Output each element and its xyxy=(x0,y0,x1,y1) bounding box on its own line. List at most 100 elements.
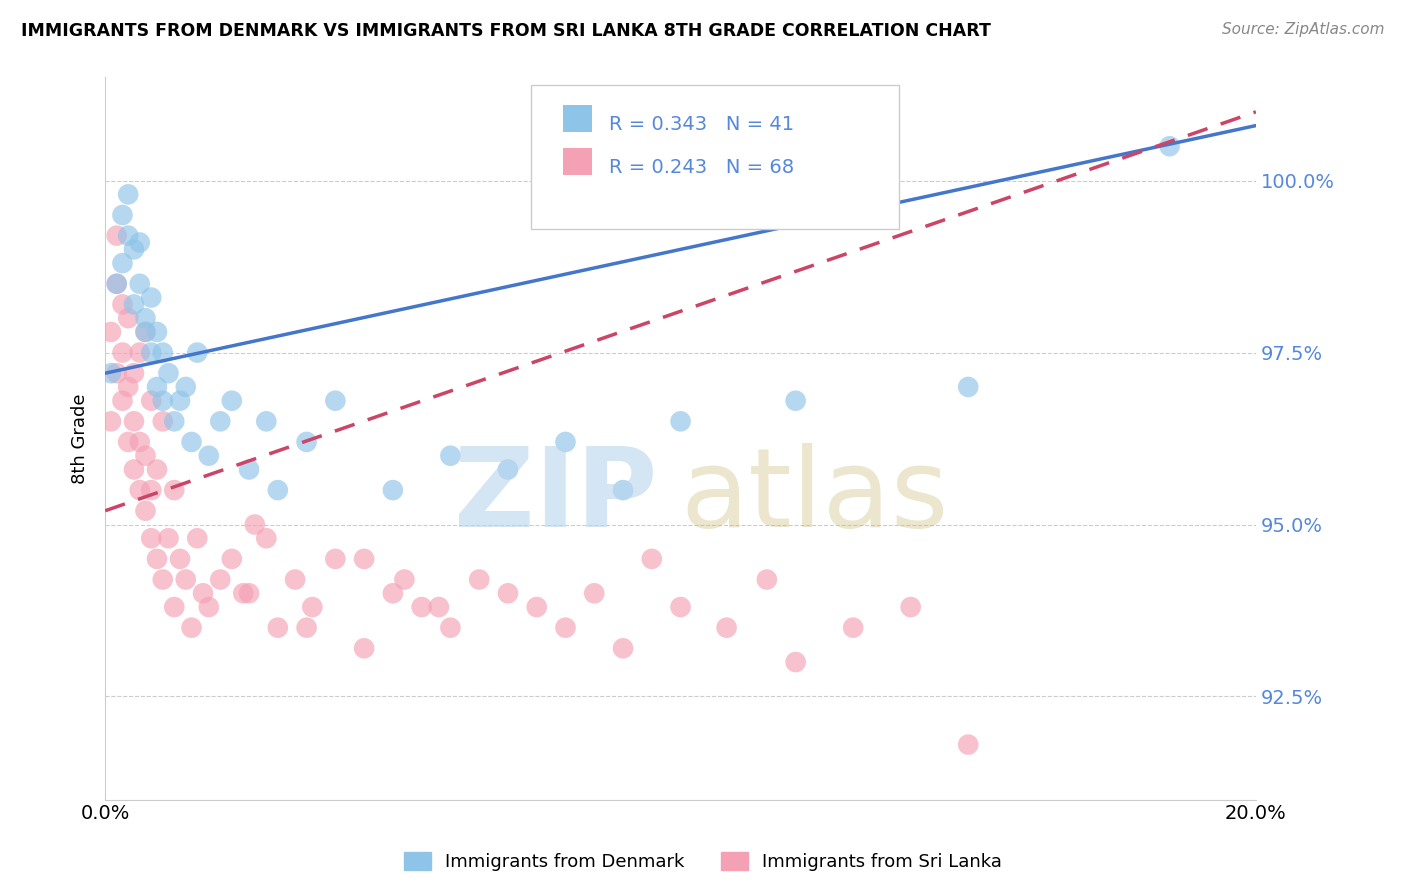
Point xyxy=(146,325,169,339)
Point xyxy=(128,345,150,359)
FancyBboxPatch shape xyxy=(564,148,592,175)
Point xyxy=(785,655,807,669)
Point xyxy=(122,462,145,476)
Point xyxy=(141,483,163,497)
Point xyxy=(439,621,461,635)
Point xyxy=(353,552,375,566)
Point xyxy=(186,531,208,545)
Point xyxy=(612,641,634,656)
Point xyxy=(209,573,232,587)
Point xyxy=(134,504,156,518)
Point xyxy=(301,600,323,615)
Point xyxy=(152,345,174,359)
Point xyxy=(496,462,519,476)
Point xyxy=(169,393,191,408)
Point xyxy=(117,311,139,326)
Text: Source: ZipAtlas.com: Source: ZipAtlas.com xyxy=(1222,22,1385,37)
Point xyxy=(191,586,214,600)
Point xyxy=(128,235,150,250)
Point xyxy=(163,600,186,615)
Point xyxy=(295,621,318,635)
Text: ZIP: ZIP xyxy=(454,442,658,549)
Point xyxy=(238,462,260,476)
Point xyxy=(232,586,254,600)
Point xyxy=(496,586,519,600)
Point xyxy=(254,531,277,545)
Point xyxy=(122,414,145,428)
Point xyxy=(122,297,145,311)
Point xyxy=(254,414,277,428)
Point xyxy=(325,393,347,408)
FancyBboxPatch shape xyxy=(564,104,592,132)
Point xyxy=(152,414,174,428)
Point xyxy=(554,621,576,635)
Point xyxy=(111,256,134,270)
Point xyxy=(221,552,243,566)
Point xyxy=(117,434,139,449)
Point xyxy=(427,600,450,615)
Point xyxy=(111,345,134,359)
Point xyxy=(105,366,128,380)
Point xyxy=(128,277,150,291)
Point xyxy=(186,345,208,359)
Point xyxy=(122,243,145,257)
Point xyxy=(111,297,134,311)
Point xyxy=(141,345,163,359)
Point xyxy=(755,573,778,587)
Point xyxy=(583,586,606,600)
Text: R = 0.343   N = 41: R = 0.343 N = 41 xyxy=(609,115,794,134)
Text: atlas: atlas xyxy=(681,442,949,549)
Point xyxy=(128,483,150,497)
Point xyxy=(117,380,139,394)
Text: R = 0.243   N = 68: R = 0.243 N = 68 xyxy=(609,158,794,178)
Point xyxy=(353,641,375,656)
Point xyxy=(111,208,134,222)
Point xyxy=(267,621,290,635)
Point xyxy=(141,531,163,545)
Point xyxy=(381,483,404,497)
Point xyxy=(117,228,139,243)
Point xyxy=(169,552,191,566)
Point xyxy=(141,291,163,305)
Point xyxy=(785,393,807,408)
Point xyxy=(295,434,318,449)
Point xyxy=(411,600,433,615)
Point xyxy=(157,531,180,545)
FancyBboxPatch shape xyxy=(531,85,900,229)
Text: IMMIGRANTS FROM DENMARK VS IMMIGRANTS FROM SRI LANKA 8TH GRADE CORRELATION CHART: IMMIGRANTS FROM DENMARK VS IMMIGRANTS FR… xyxy=(21,22,991,40)
Point xyxy=(111,393,134,408)
Point xyxy=(174,573,197,587)
Point xyxy=(394,573,416,587)
Point xyxy=(134,325,156,339)
Point xyxy=(146,380,169,394)
Point xyxy=(381,586,404,600)
Point xyxy=(105,228,128,243)
Point xyxy=(141,393,163,408)
Point xyxy=(669,414,692,428)
Point xyxy=(957,380,980,394)
Point xyxy=(163,483,186,497)
Point xyxy=(554,434,576,449)
Point xyxy=(209,414,232,428)
Point xyxy=(134,449,156,463)
Point xyxy=(669,600,692,615)
Point xyxy=(105,277,128,291)
Point xyxy=(468,573,491,587)
Point xyxy=(197,600,219,615)
Point xyxy=(439,449,461,463)
Point xyxy=(105,277,128,291)
Point xyxy=(716,621,738,635)
Point xyxy=(146,462,169,476)
Point xyxy=(134,311,156,326)
Point xyxy=(152,393,174,408)
Point xyxy=(1159,139,1181,153)
Y-axis label: 8th Grade: 8th Grade xyxy=(72,393,89,483)
Point xyxy=(900,600,922,615)
Point xyxy=(325,552,347,566)
Point xyxy=(128,434,150,449)
Legend: Immigrants from Denmark, Immigrants from Sri Lanka: Immigrants from Denmark, Immigrants from… xyxy=(396,845,1010,879)
Point xyxy=(180,621,202,635)
Point xyxy=(122,366,145,380)
Point xyxy=(117,187,139,202)
Point xyxy=(152,573,174,587)
